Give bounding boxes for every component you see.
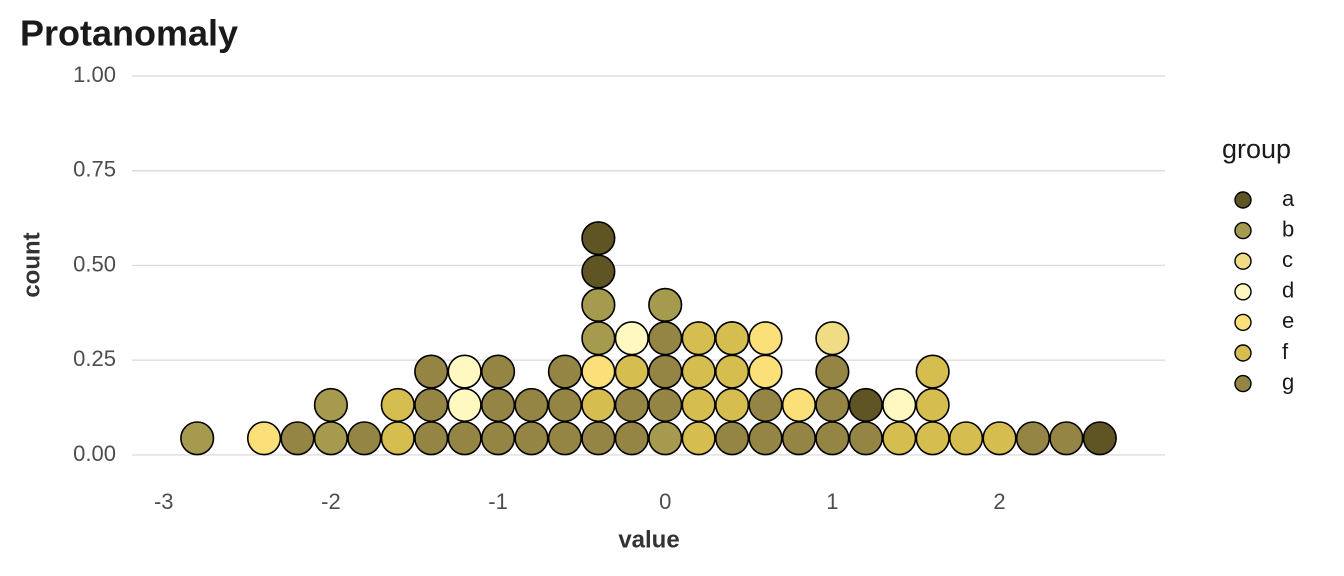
y-tick-label: 1.00	[73, 62, 116, 87]
legend-key	[1234, 374, 1252, 393]
dot	[313, 387, 349, 423]
dot	[781, 387, 817, 423]
x-tick-label: -3	[154, 489, 174, 514]
y-axis-label: count	[18, 232, 45, 297]
dot	[915, 387, 950, 423]
dot	[380, 421, 415, 456]
dot	[547, 387, 583, 423]
dot	[581, 254, 616, 289]
legend-title: group	[1222, 134, 1291, 164]
dot	[648, 321, 683, 356]
dot	[581, 221, 616, 256]
x-axis-label: value	[618, 526, 679, 553]
dot	[714, 354, 750, 389]
legend-label: c	[1282, 247, 1293, 272]
dot	[748, 354, 783, 389]
dot	[1049, 421, 1084, 456]
dot	[581, 354, 616, 389]
dot	[581, 321, 616, 356]
dot	[614, 321, 649, 356]
y-tick-label: 0.00	[73, 441, 116, 466]
legend-label: b	[1282, 216, 1294, 241]
dot	[480, 421, 516, 456]
dot	[1015, 421, 1051, 456]
dot	[581, 387, 616, 423]
legend-label: d	[1282, 278, 1294, 303]
dot	[681, 354, 716, 389]
dot	[514, 421, 549, 456]
dot	[447, 421, 482, 456]
legend-key	[1234, 252, 1252, 270]
dot	[714, 321, 750, 356]
dot	[447, 354, 482, 389]
dot	[380, 387, 415, 423]
dot	[915, 354, 950, 389]
legend-key	[1234, 313, 1252, 332]
dot	[1082, 421, 1117, 456]
y-tick-label: 0.25	[73, 346, 116, 371]
dot	[648, 387, 683, 423]
dot	[781, 421, 817, 456]
dot	[815, 421, 850, 456]
legend-label: f	[1282, 339, 1289, 364]
dot	[280, 421, 315, 456]
dot	[313, 421, 349, 456]
dot	[614, 354, 649, 389]
x-tick-label: 0	[659, 489, 671, 514]
dot	[480, 354, 516, 389]
dot	[414, 387, 449, 423]
dot	[547, 354, 583, 389]
dot	[948, 421, 984, 456]
legend-key	[1234, 283, 1252, 301]
dot	[681, 387, 716, 423]
dot	[915, 421, 950, 456]
dot	[581, 421, 616, 456]
dot	[614, 387, 649, 423]
dot	[648, 354, 683, 389]
legend-key	[1234, 191, 1252, 209]
dot	[648, 287, 683, 322]
dot	[848, 387, 883, 423]
chart-title: Protanomaly	[20, 13, 238, 54]
dot	[480, 387, 516, 423]
dot	[581, 287, 616, 322]
dot	[882, 421, 917, 456]
legend-label: e	[1282, 308, 1294, 333]
dot	[748, 387, 783, 423]
dot	[614, 421, 649, 456]
dot	[681, 421, 716, 456]
dot	[714, 387, 750, 423]
x-tick-label: 2	[993, 489, 1005, 514]
legend-key	[1234, 221, 1252, 240]
dot	[514, 387, 549, 423]
dot	[414, 354, 449, 389]
dot	[815, 321, 850, 356]
x-tick-label: -2	[321, 489, 341, 514]
y-tick-label: 0.75	[73, 157, 116, 182]
dot	[414, 421, 449, 456]
dot	[982, 421, 1017, 456]
x-tick-label: -1	[488, 489, 508, 514]
x-tick-label: 1	[826, 489, 838, 514]
y-tick-label: 0.50	[73, 251, 116, 276]
legend-label: a	[1282, 186, 1295, 211]
dot	[714, 421, 750, 456]
dot	[882, 387, 917, 423]
dot	[347, 421, 382, 456]
dot	[648, 421, 683, 456]
dot	[246, 421, 282, 456]
legend-key	[1234, 344, 1252, 362]
dot	[681, 321, 716, 356]
dot	[748, 321, 783, 356]
dot	[547, 421, 583, 456]
dot	[815, 354, 850, 389]
dot	[848, 421, 883, 456]
dot	[447, 387, 482, 423]
dot	[180, 421, 215, 456]
legend-label: g	[1282, 369, 1294, 394]
dot	[748, 421, 783, 456]
dot	[815, 387, 850, 423]
